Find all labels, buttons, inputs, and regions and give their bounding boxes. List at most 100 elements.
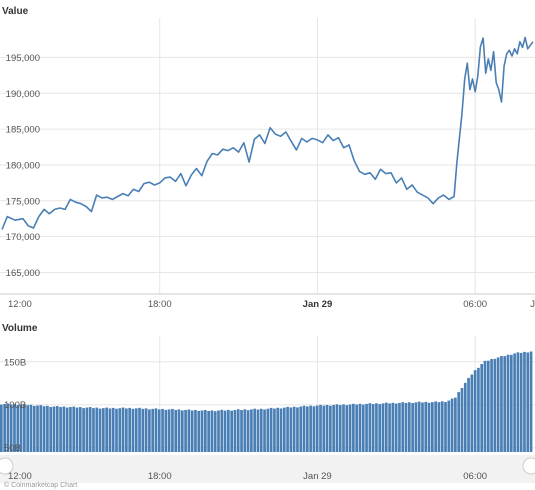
volume-bar [243, 409, 247, 452]
volume-bar [253, 408, 257, 452]
value-line-layer [1, 36, 534, 230]
volume-bar [105, 407, 108, 452]
volume-bar [194, 409, 197, 452]
navigator-x-tick-label: Jan 29 [303, 471, 332, 482]
volume-bar [154, 408, 158, 452]
volume-bar [424, 401, 428, 452]
value-series-line [1, 36, 534, 230]
volume-bar [69, 407, 72, 452]
volume-bar [227, 409, 230, 452]
volume-bar [39, 405, 43, 452]
volume-bar [167, 409, 171, 452]
volume-bar [404, 402, 408, 452]
volume-bar [46, 405, 49, 452]
volume-bar [516, 352, 520, 452]
volume-bar [92, 408, 95, 452]
volume-bar [381, 403, 385, 452]
volume-bar [200, 410, 204, 452]
volume-bar [157, 409, 161, 452]
navigator[interactable]: 12:00 18:00 Jan 29 06:00 [0, 455, 535, 483]
volume-bar [161, 408, 164, 452]
volume-bar [49, 406, 53, 452]
volume-bar [223, 410, 227, 452]
volume-bar [506, 354, 510, 452]
volume-bar [440, 401, 444, 452]
volume-bar [82, 408, 85, 452]
value-y-tick-label: 185,000 [6, 125, 40, 136]
volume-bar [78, 407, 82, 452]
volume-bar [437, 402, 441, 452]
value-x-tick-label: J [530, 299, 535, 310]
volume-bar [29, 404, 33, 452]
volume-bar [384, 402, 388, 452]
volume-bar [263, 409, 266, 452]
volume-bar [463, 382, 467, 452]
volume-bar [431, 402, 434, 452]
value-y-tick-label: 165,000 [6, 268, 40, 279]
volume-bar [417, 401, 421, 452]
volume-bar [138, 407, 141, 452]
value-y-tick-label: 180,000 [6, 160, 40, 171]
value-y-ticks: 165,000 170,000 175,000 180,000 185,000 190,0… [6, 53, 40, 279]
volume-bar [259, 408, 263, 452]
volume-bar [141, 408, 145, 452]
volume-bar [477, 367, 480, 452]
volume-bar [250, 409, 253, 452]
volume-bar [365, 403, 368, 452]
volume-bar [197, 410, 201, 452]
volume-bar [315, 405, 319, 452]
volume-bar [529, 351, 533, 452]
navigator-right-handle[interactable] [522, 457, 535, 475]
navigator-track[interactable] [0, 455, 535, 483]
volume-bar [131, 408, 135, 452]
navigator-x-tick-label: 18:00 [148, 471, 172, 482]
volume-bar [213, 411, 217, 452]
volume-bar [338, 405, 342, 452]
volume-bar [177, 409, 181, 452]
value-x-ticks: 12:00 18:00 Jan 29 06:00 J [8, 299, 535, 310]
volume-bar [85, 407, 89, 452]
volume-bar [72, 406, 76, 452]
volume-bar [358, 403, 362, 452]
volume-bar [282, 407, 286, 452]
volume-bar [312, 406, 316, 452]
volume-bar [151, 408, 155, 452]
volume-bar [125, 408, 128, 452]
value-pane-title: Value [2, 6, 29, 17]
volume-y-ticks: 50B 100B 150B [4, 357, 26, 454]
navigator-left-handle[interactable] [0, 457, 14, 475]
volume-bar [16, 405, 20, 452]
volume-bar [95, 407, 99, 452]
volume-bar [391, 402, 395, 452]
volume-bar [118, 408, 122, 452]
volume-bar [55, 406, 59, 452]
value-x-tick-label: 12:00 [8, 299, 32, 310]
volume-bar [164, 409, 168, 452]
value-y-tick-label: 175,000 [6, 196, 40, 207]
navigator-x-ticks: 12:00 18:00 Jan 29 06:00 [8, 471, 487, 482]
volume-bar [203, 409, 207, 452]
value-x-tick-label: 06:00 [463, 299, 487, 310]
volume-bar [88, 407, 92, 452]
volume-bar [401, 402, 405, 452]
volume-bar [490, 359, 493, 452]
volume-bar [509, 354, 513, 452]
value-y-tick-label: 170,000 [6, 232, 40, 243]
volume-bar [210, 410, 214, 452]
volume-bar [9, 404, 13, 452]
volume-bar [414, 402, 418, 452]
volume-bar [325, 404, 329, 452]
volume-bar [26, 405, 30, 452]
volume-bar [276, 407, 280, 452]
volume-bar [292, 406, 296, 452]
volume-bar [421, 402, 424, 452]
navigator-x-tick-label: 12:00 [8, 471, 32, 482]
volume-bar [467, 377, 470, 452]
volume-bar [36, 405, 39, 452]
volume-bar [115, 408, 118, 452]
volume-bar [19, 404, 23, 452]
volume-bar [174, 409, 178, 452]
volume-bar [302, 405, 306, 452]
volume-pane-title: Volume [2, 323, 38, 334]
volume-bar [407, 402, 411, 452]
